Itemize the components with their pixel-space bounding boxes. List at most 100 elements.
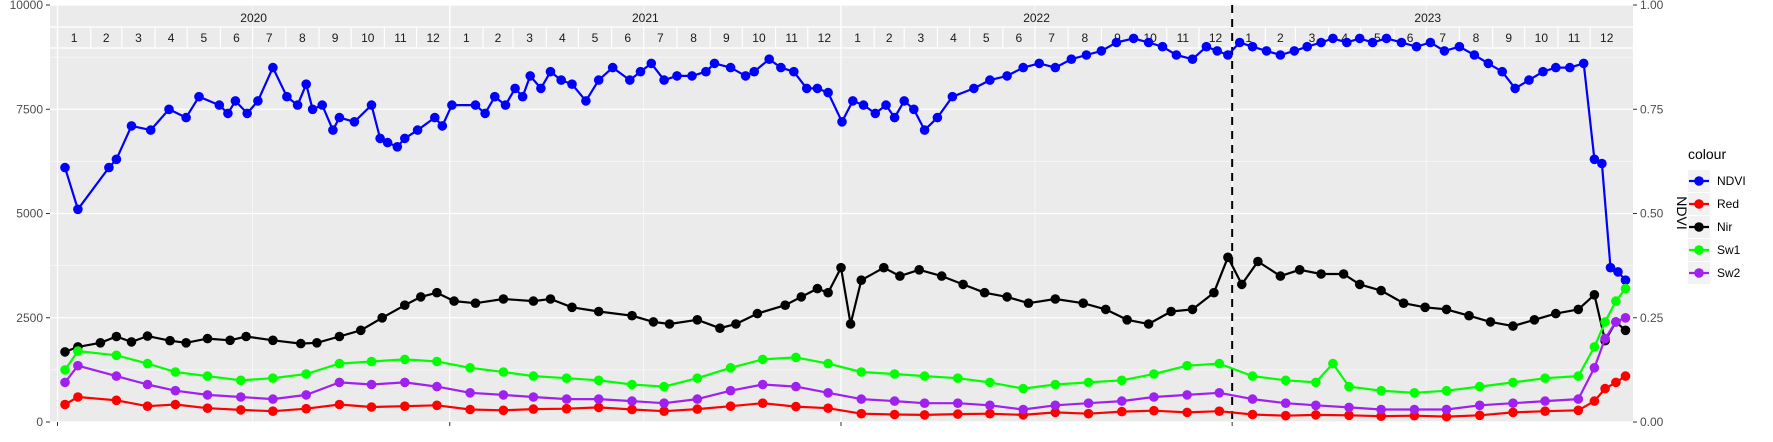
month-strip-label: 8 xyxy=(1081,31,1088,45)
data-point-sw2 xyxy=(142,379,153,390)
data-point-nir xyxy=(1209,287,1219,298)
data-point-sw1 xyxy=(1117,375,1127,386)
data-point-sw1 xyxy=(1376,385,1386,396)
data-point-red xyxy=(432,400,442,411)
data-point-ndvi xyxy=(268,62,278,73)
data-point-ndvi xyxy=(181,112,191,123)
data-point-sw1 xyxy=(889,369,900,379)
month-strip-label: 12 xyxy=(818,31,832,45)
data-point-nir xyxy=(1316,269,1326,279)
data-point-sw2 xyxy=(1376,404,1386,415)
data-point-red xyxy=(1247,409,1258,420)
data-point-ndvi xyxy=(899,96,909,106)
data-point-ndvi xyxy=(126,121,137,131)
data-point-red xyxy=(1214,406,1225,417)
month-strip-label: 4 xyxy=(559,31,566,45)
data-point-sw1 xyxy=(1182,360,1192,371)
series-sw2 xyxy=(60,313,1631,415)
data-point-sw2 xyxy=(334,377,345,388)
data-point-red xyxy=(60,399,70,410)
series-sw1 xyxy=(60,283,1631,398)
data-point-sw1 xyxy=(528,371,539,381)
data-point-sw1 xyxy=(856,367,867,377)
y-tick-label-right: 0.50 xyxy=(1640,207,1664,221)
data-point-nir xyxy=(567,302,577,313)
data-point-nir xyxy=(1420,302,1430,313)
data-point-ndvi xyxy=(1589,154,1600,165)
data-point-ndvi xyxy=(282,91,292,102)
data-point-ndvi xyxy=(242,108,252,119)
data-point-ndvi xyxy=(1524,75,1534,85)
data-point-sw2 xyxy=(1540,396,1550,406)
data-point-red xyxy=(1600,383,1610,394)
data-point-ndvi xyxy=(725,62,736,73)
data-point-sw1 xyxy=(1214,358,1225,369)
data-point-ndvi xyxy=(625,75,635,85)
data-point-sw1 xyxy=(142,358,153,369)
data-point-sw2 xyxy=(985,400,995,411)
month-strip-label: 7 xyxy=(1439,31,1446,45)
data-point-ndvi xyxy=(1578,58,1589,69)
data-point-ndvi xyxy=(301,79,312,89)
data-point-nir xyxy=(715,323,725,334)
month-strip-label: 3 xyxy=(526,31,533,45)
data-point-nir xyxy=(95,338,106,348)
data-point-sw1 xyxy=(1083,377,1094,388)
data-point-sw2 xyxy=(528,392,539,402)
data-point-ndvi xyxy=(1143,37,1154,48)
data-point-ndvi xyxy=(672,71,682,81)
data-point-nir xyxy=(1294,265,1305,275)
data-point-sw1 xyxy=(1540,373,1550,384)
data-point-ndvi xyxy=(1289,46,1300,56)
data-point-nir xyxy=(1589,290,1600,300)
data-point-ndvi xyxy=(307,104,318,115)
month-strip-label: 7 xyxy=(657,31,664,45)
data-point-nir xyxy=(1485,317,1496,327)
data-point-red xyxy=(400,401,410,412)
data-point-nir xyxy=(60,347,70,357)
data-point-sw2 xyxy=(791,381,801,392)
data-point-ndvi xyxy=(837,117,847,127)
y-tick-label-left: 5000 xyxy=(16,207,43,221)
year-strip-label: 2021 xyxy=(632,11,659,25)
data-point-ndvi xyxy=(223,108,233,119)
data-point-red xyxy=(1573,405,1584,416)
data-point-ndvi xyxy=(1018,62,1028,73)
data-point-nir xyxy=(1023,298,1034,309)
data-point-sw1 xyxy=(659,381,669,392)
data-point-ndvi xyxy=(536,83,546,94)
data-point-ndvi xyxy=(253,96,263,106)
month-strip-label: 6 xyxy=(624,31,631,45)
legend-key-red xyxy=(1688,193,1710,215)
data-point-nir xyxy=(1398,298,1409,309)
data-point-ndvi xyxy=(525,71,535,81)
data-point-ndvi xyxy=(1171,50,1182,60)
data-point-nir xyxy=(296,338,306,349)
data-point-sw2 xyxy=(1247,394,1258,404)
legend-key-point xyxy=(1694,245,1704,255)
data-point-red xyxy=(725,401,736,412)
x-axis xyxy=(57,422,1233,426)
data-point-ndvi xyxy=(1439,46,1450,56)
data-point-ndvi xyxy=(1201,41,1212,52)
data-point-sw2 xyxy=(366,379,377,390)
data-point-ndvi xyxy=(510,83,520,94)
data-point-red xyxy=(889,409,900,420)
data-point-nir xyxy=(1376,285,1386,296)
month-strip-label: 1 xyxy=(463,31,470,45)
year-strip-label: 2020 xyxy=(240,11,267,25)
data-point-sw2 xyxy=(111,371,122,381)
data-point-ndvi xyxy=(646,58,657,69)
data-point-nir xyxy=(1620,325,1631,336)
data-point-ndvi xyxy=(1613,267,1623,277)
data-point-nir xyxy=(856,275,867,286)
data-point-ndvi xyxy=(607,62,618,73)
month-strip-label: 5 xyxy=(983,31,990,45)
data-point-nir xyxy=(627,310,637,321)
data-point-sw2 xyxy=(73,360,83,371)
data-point-nir xyxy=(692,315,703,325)
legend-label: Sw1 xyxy=(1717,243,1741,257)
month-strip-label: 2 xyxy=(886,31,893,45)
month-strip-label: 10 xyxy=(1535,31,1549,45)
